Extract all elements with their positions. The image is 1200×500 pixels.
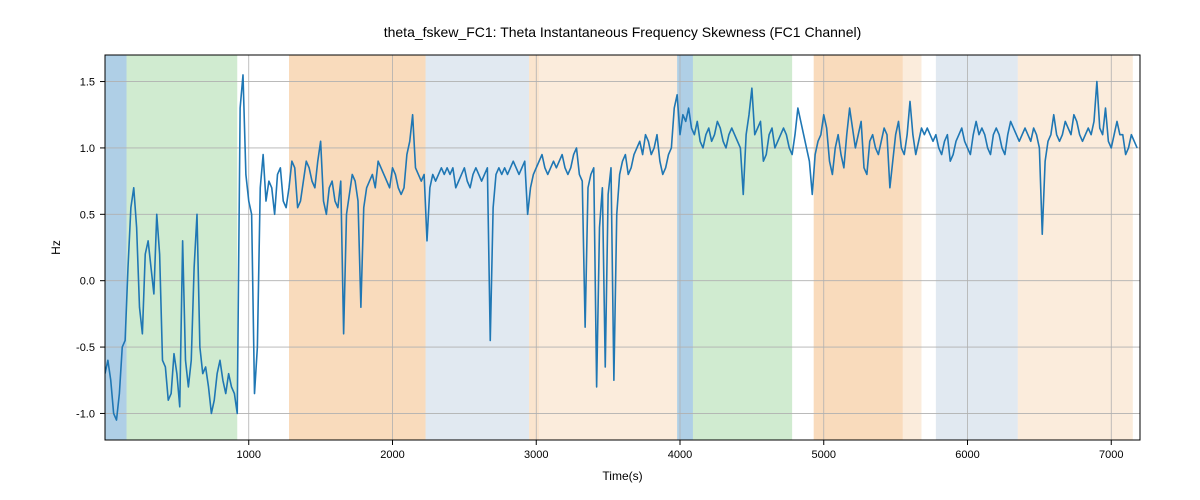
region-band — [903, 55, 922, 440]
region-band — [814, 55, 903, 440]
x-tick-label: 7000 — [1099, 449, 1123, 461]
x-axis-label: Time(s) — [602, 469, 642, 483]
y-tick-label: -1.0 — [76, 408, 95, 420]
y-tick-label: 0.0 — [80, 276, 95, 288]
y-tick-label: 0.5 — [80, 209, 95, 221]
y-axis-label: Hz — [49, 240, 63, 255]
y-tick-label: 1.5 — [80, 77, 95, 89]
timeseries-chart: 1000 2000 3000 4000 5000 6000 7000 -1.0 -0.5 0.0 0… — [0, 0, 1200, 500]
region-band — [677, 55, 693, 440]
x-tick-label: 4000 — [668, 449, 692, 461]
region-band — [426, 55, 530, 440]
region-band — [936, 55, 1018, 440]
x-tick-label: 2000 — [380, 449, 404, 461]
x-tick-label: 5000 — [812, 449, 836, 461]
x-tick-label: 1000 — [237, 449, 261, 461]
region-band — [1018, 55, 1133, 440]
region-band — [529, 55, 539, 440]
region-band — [693, 55, 792, 440]
chart-title: theta_fskew_FC1: Theta Instantaneous Fre… — [384, 24, 862, 40]
x-tick-label: 3000 — [524, 449, 548, 461]
region-band — [539, 55, 677, 440]
y-tick-label: 1.0 — [80, 143, 95, 155]
y-tick-label: -0.5 — [76, 342, 95, 354]
x-tick-label: 6000 — [955, 449, 979, 461]
region-band — [105, 55, 127, 440]
region-band — [289, 55, 426, 440]
chart-container: 1000 2000 3000 4000 5000 6000 7000 -1.0 -0.5 0.0 0… — [0, 0, 1200, 500]
